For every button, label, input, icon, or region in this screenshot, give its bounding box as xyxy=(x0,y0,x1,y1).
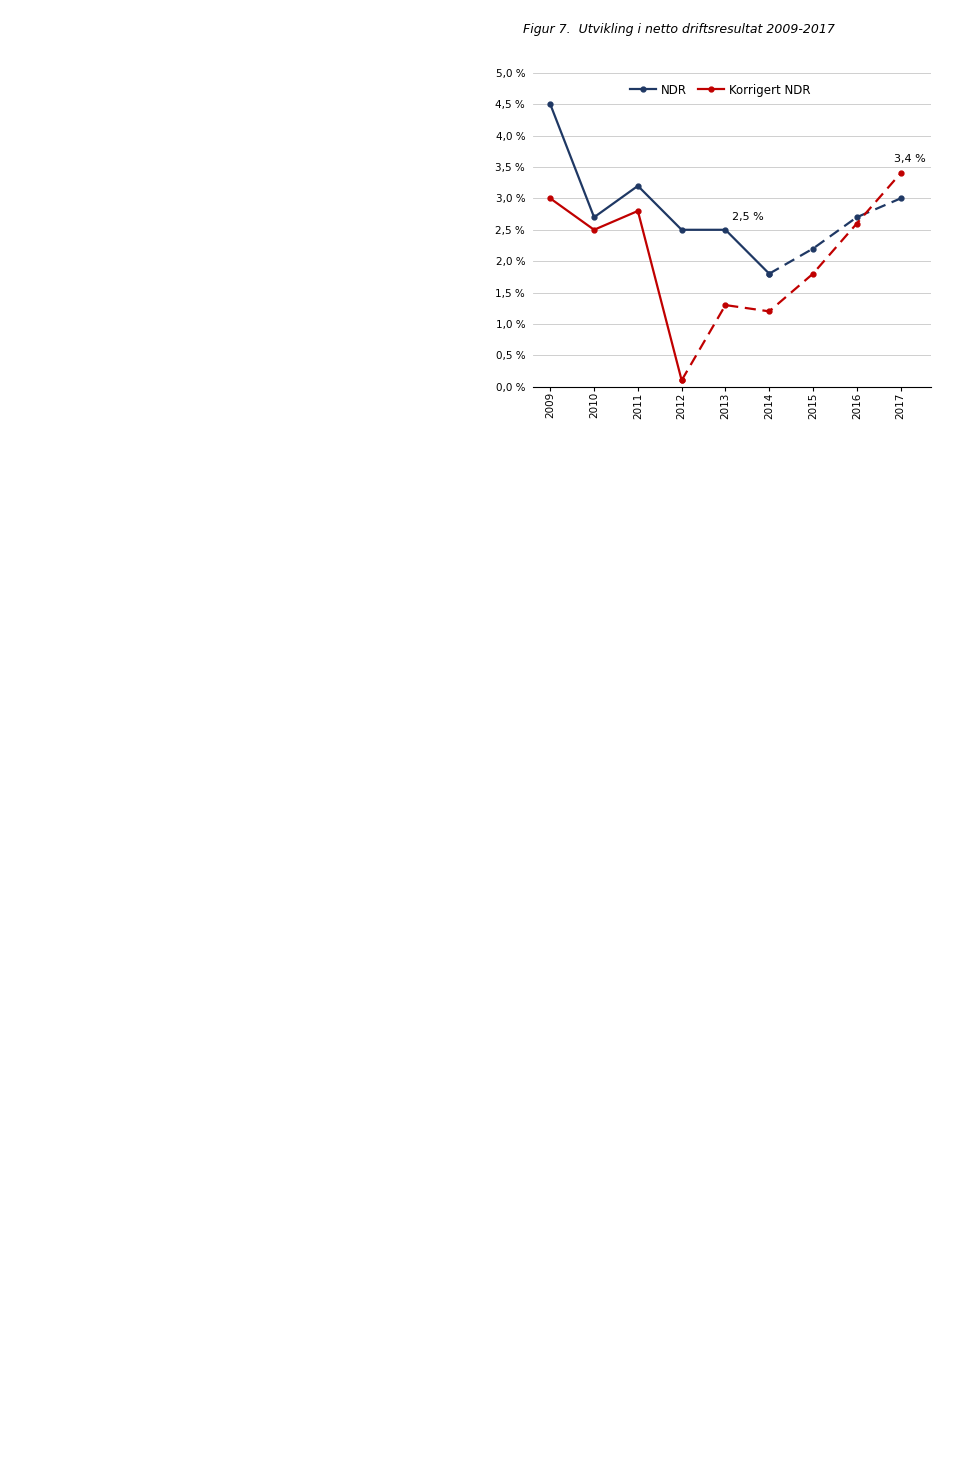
Text: 2,5 %: 2,5 % xyxy=(732,212,764,222)
Text: Figur 7.  Utvikling i netto driftsresultat 2009-2017: Figur 7. Utvikling i netto driftsresulta… xyxy=(523,23,835,36)
Legend: NDR, Korrigert NDR: NDR, Korrigert NDR xyxy=(625,79,815,101)
Text: 3,4 %: 3,4 % xyxy=(894,153,925,163)
